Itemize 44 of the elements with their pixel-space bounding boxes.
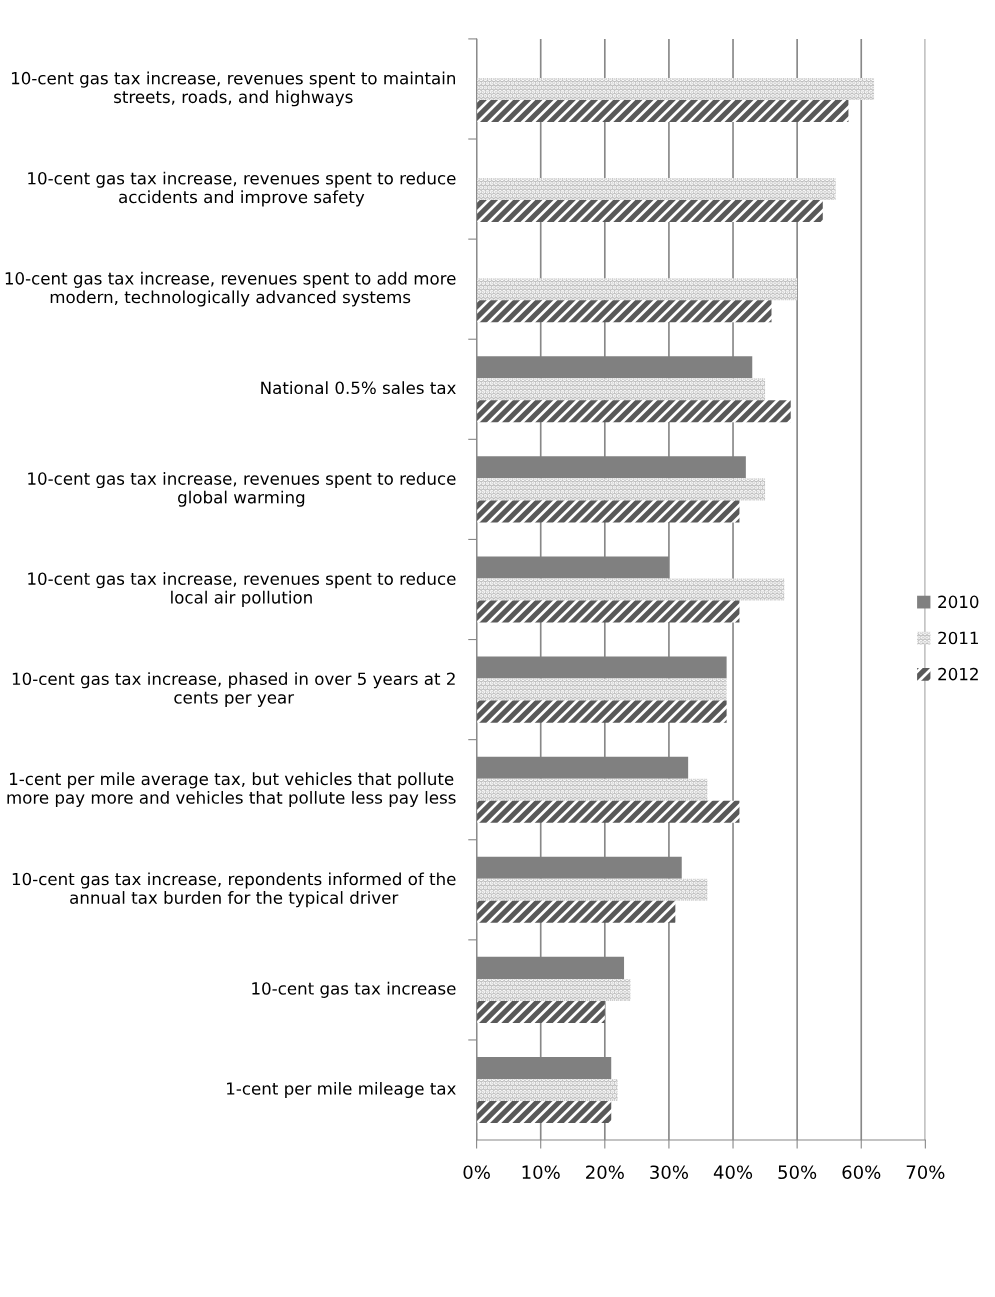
x-tick-label: 50%: [778, 1165, 817, 1180]
x-tick-label: 70%: [906, 1165, 945, 1180]
bar: [476, 378, 766, 401]
bar: [476, 1000, 605, 1023]
bar: [476, 600, 740, 623]
bar: [476, 500, 740, 523]
x-tick-label: 30%: [650, 1165, 688, 1180]
bar: [476, 99, 849, 122]
x-tick-label: 0%: [463, 1165, 490, 1180]
y-tick-label: 10-cent gas tax increase, revenues spent to reduce global warming: [28, 471, 456, 507]
x-tick-label: 20%: [586, 1165, 624, 1180]
legend-label: 2011: [938, 631, 978, 645]
y-tick-label: National 0.5% sales tax: [261, 381, 456, 395]
bar: [476, 900, 676, 923]
y-tick-label: 10-cent gas tax increase, revenues spent to maintain streets, roads, and highways: [11, 71, 455, 107]
legend-label: 2012: [938, 667, 978, 681]
bar: [476, 77, 875, 100]
y-tick-label: 10-cent gas tax increase: [252, 981, 456, 998]
bar: [476, 278, 798, 301]
bar: [476, 1079, 618, 1102]
bar: [476, 678, 727, 701]
bar: [476, 400, 791, 423]
bar: [476, 578, 785, 601]
bar: [476, 178, 836, 201]
bar: [476, 478, 766, 501]
y-tick-label: 10-cent gas tax increase, revenues spent to add more modern, technologically advanced systems: [5, 271, 456, 307]
legend-label: 2010: [938, 595, 979, 609]
x-tick-label: 60%: [842, 1165, 881, 1180]
bar: [476, 978, 631, 1001]
bar: [476, 1101, 612, 1124]
bar: [476, 700, 727, 723]
bar: [476, 778, 708, 801]
y-tick-label: 1-cent per mile average tax, but vehicles that pollute more pay more and vehicles that pollute less pay less: [7, 772, 456, 808]
y-tick-label: 10-cent gas tax increase, revenues spent to reduce accidents and improve safety: [28, 171, 456, 207]
bar: [476, 200, 823, 223]
y-tick-label: 10-cent gas tax increase, repondents informed of the annual tax burden for the typical driver: [12, 872, 456, 908]
bar: [476, 800, 740, 823]
y-tick-label: 10-cent gas tax increase, phased in over 5 years at 2 cents per year: [12, 672, 455, 707]
x-tick-label: 10%: [522, 1165, 560, 1180]
x-tick-label: 40%: [713, 1165, 753, 1180]
bar: [476, 878, 708, 901]
y-tick-label: 10-cent gas tax increase, revenues spent to reduce local air pollution: [28, 572, 456, 607]
bar: [476, 300, 772, 323]
y-tick-label: 1-cent per mile mileage tax: [227, 1081, 456, 1099]
